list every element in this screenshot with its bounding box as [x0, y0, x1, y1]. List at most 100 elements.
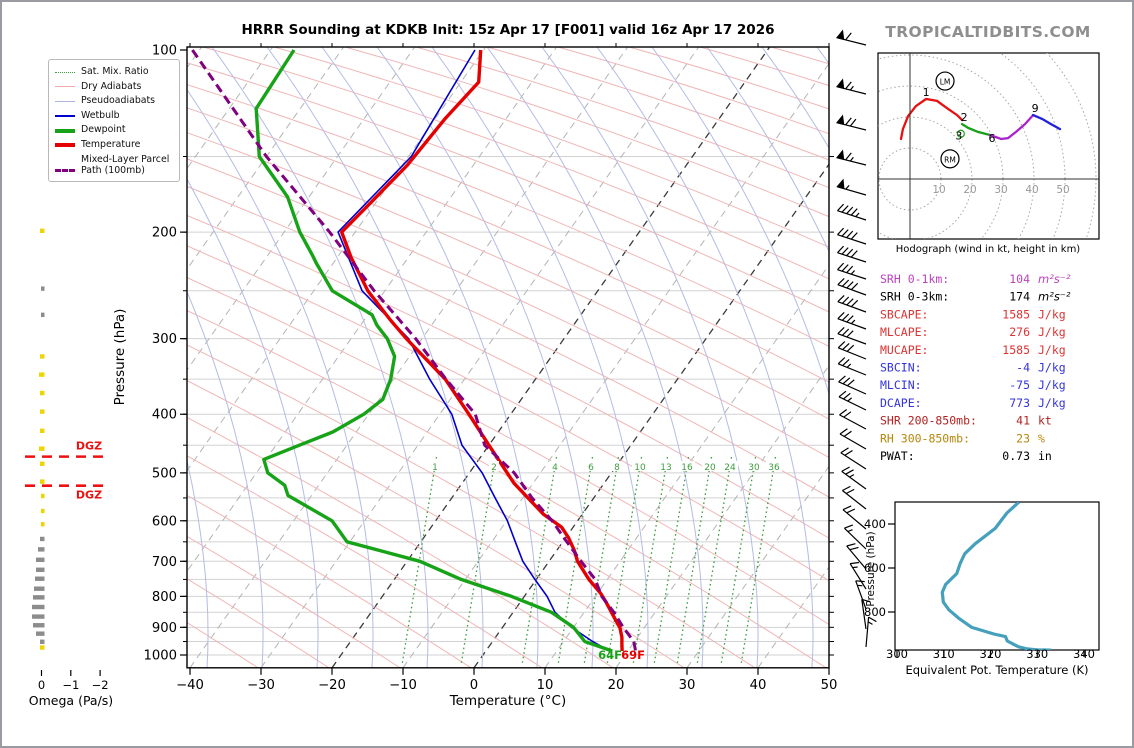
hodograph-ring-label: 50 [1056, 184, 1069, 196]
surface-dewpoint-label: 64F [598, 648, 622, 662]
thetae-x-tick-label: 340 [1073, 647, 1095, 661]
wind-barb [846, 543, 867, 570]
page-title: HRRR Sounding at KDKB Init: 15z Apr 17 [… [241, 22, 775, 38]
brand-logo: TROPICALTIDBITS.COM [885, 23, 1091, 41]
stat-unit: J/kg [1038, 378, 1066, 392]
surface-temperature-label: 69F [621, 648, 645, 662]
legend-item-label: Pseudoadiabats [81, 95, 156, 107]
mixing-ratio-label: 30 [748, 463, 760, 473]
wind-barb-pennant [836, 29, 845, 41]
pressure-tick-label: 300 [152, 332, 177, 347]
omega-bar [32, 614, 45, 619]
stat-unit: in [1038, 449, 1052, 463]
stat-label: SRH 0-1km: [880, 272, 949, 286]
hodograph-trace [960, 122, 992, 137]
omega-bar [40, 645, 45, 650]
thetae-xaxis-title: Equivalent Pot. Temperature (K) [905, 663, 1088, 677]
temperature-tick-label: −40 [176, 678, 204, 693]
hodograph-trace [899, 97, 964, 141]
wind-barb [837, 326, 867, 345]
dewpoint-curve [254, 49, 613, 653]
hodograph-height-label: 6 [988, 132, 995, 145]
omega-bar [41, 286, 45, 291]
storm-motion-marker [940, 149, 960, 169]
storm-motion-label: RM [944, 155, 956, 164]
hodograph-height-label: 1 [923, 86, 930, 99]
pressure-tick-label: 900 [152, 621, 177, 636]
omega-bar [40, 354, 45, 359]
temperature-tick-label: −10 [389, 678, 417, 693]
mixing-ratio-label: 20 [704, 463, 716, 473]
legend-line-swatch [55, 115, 75, 118]
legend-line-swatch [55, 86, 75, 88]
stat-value: 1585 [1002, 343, 1030, 357]
wind-barb [849, 561, 867, 590]
wind-barb [837, 227, 867, 245]
omega-bar [40, 536, 45, 542]
legend-item: Dewpoint [55, 123, 173, 138]
skewt-background-grid [187, 47, 829, 668]
wind-barb [842, 505, 867, 530]
stat-unit: m²s⁻² [1038, 290, 1071, 304]
stat-unit: % [1038, 431, 1045, 445]
wind-barb-pennant [836, 178, 845, 190]
omega-bar [40, 639, 45, 644]
omega-bar [41, 508, 45, 514]
stat-value: 276 [1009, 325, 1030, 339]
legend-item: Sat. Mix. Ratio [55, 65, 173, 80]
stat-label: SRH 0-3km: [880, 290, 949, 304]
wind-barb [842, 485, 867, 510]
mixing-ratio-label: 10 [634, 463, 646, 473]
pressure-tick-label: 800 [152, 590, 177, 605]
wind-barb [839, 428, 867, 450]
omega-axis-title: Omega (Pa/s) [29, 693, 113, 708]
omega-bar [33, 623, 45, 628]
omega-bar [41, 493, 45, 499]
omega-bar [36, 567, 45, 572]
omega-panel: DGZ DGZ 0 −1 −2 [25, 228, 109, 692]
legend-item: Dry Adiabats [55, 80, 173, 95]
hodograph-height-label: 2 [961, 111, 968, 124]
omega-bar [38, 547, 45, 552]
stat-value: -75 [1009, 378, 1030, 392]
pressure-tick-label: 500 [152, 466, 177, 481]
wind-barb [861, 598, 871, 630]
omega-tick-label: −2 [92, 678, 109, 692]
thetae-x-tick-label: 320 [980, 647, 1002, 661]
pressure-tick-label: 700 [152, 555, 177, 570]
omega-bar [40, 428, 45, 433]
dgz-label: DGZ [76, 489, 102, 502]
mixing-ratio-labels: 1 2 4 6 8 10 13 16 20 24 30 36 [430, 461, 782, 473]
wind-barb [839, 409, 867, 430]
storm-motion-marker [935, 71, 955, 91]
wind-barb [865, 616, 877, 648]
wetbulb-curve [337, 49, 610, 652]
omega-bar [39, 372, 45, 377]
pressure-tick-label: 100 [152, 44, 177, 59]
omega-bar [36, 557, 45, 562]
omega-bar [39, 446, 45, 451]
skewt-axes-frame [180, 43, 834, 675]
thetae-x-tick-label: 330 [1026, 647, 1048, 661]
pressure-tick-label: 600 [152, 514, 177, 529]
stat-label: SBCIN: [880, 361, 922, 375]
pressure-tick-label: 1000 [143, 649, 177, 664]
legend-line-swatch [55, 143, 75, 148]
legend-item-label: Temperature [81, 138, 141, 150]
legend-item-label: Mixed-Layer Parcel Path (100mb) [81, 154, 170, 176]
mixing-ratio-label: 1 [432, 463, 438, 473]
wind-barb-column [836, 29, 877, 648]
temperature-tick-label: 50 [821, 678, 838, 693]
hodograph-trace [988, 113, 1035, 141]
wind-barb [838, 375, 867, 395]
legend-line-swatch [55, 128, 75, 133]
thetae-p-tick-label: 800 [864, 605, 886, 619]
stat-value: 174 [1009, 290, 1030, 304]
legend-item-label: Dry Adiabats [81, 80, 142, 92]
wind-barb [837, 262, 867, 280]
mixing-ratio-label: 8 [614, 463, 620, 473]
stat-unit: kt [1038, 414, 1052, 428]
